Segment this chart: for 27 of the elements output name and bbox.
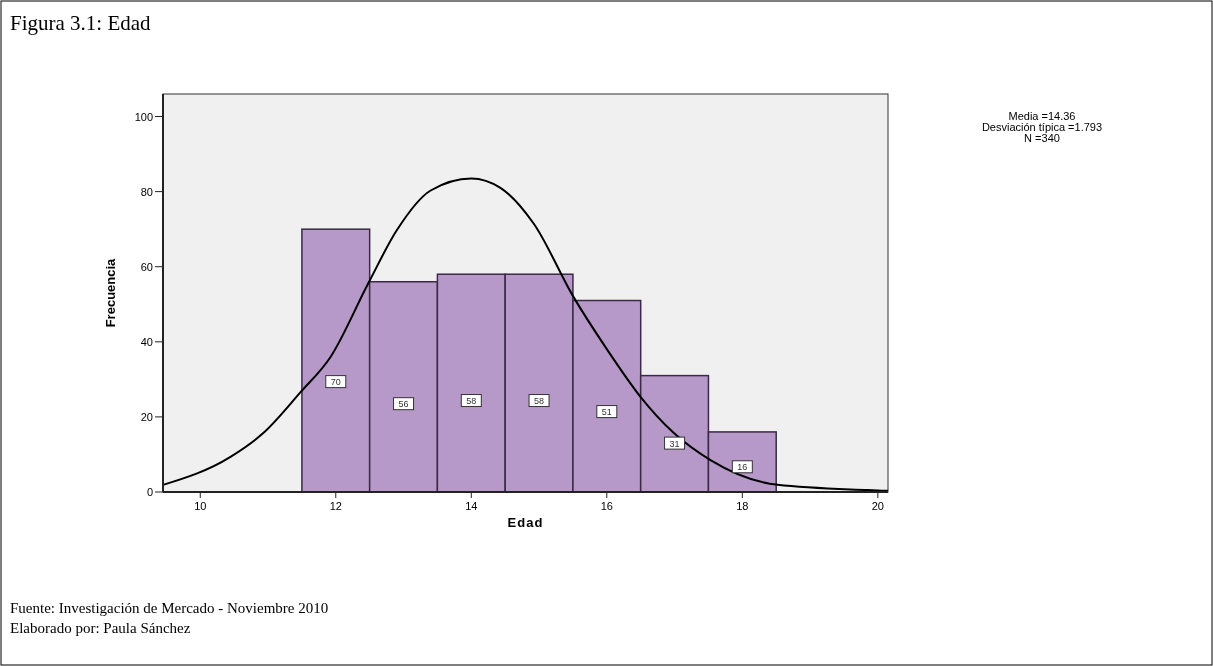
text: Media =14.36 [1008, 110, 1076, 122]
y-tick-label: 40 [140, 335, 153, 348]
chart-title: Figura 3.1: Edad [10, 11, 152, 35]
x-tick-label: 20 [871, 500, 884, 512]
x-tick-label: 10 [194, 500, 207, 512]
data-label: 70 [330, 377, 341, 388]
data-label: 51 [601, 407, 612, 418]
y-tick-label: 60 [140, 260, 153, 273]
source-note: Fuente: Investigación de Mercado - Noviembre 2010 [10, 600, 329, 616]
y-tick-label: 20 [140, 410, 153, 423]
data-label: 56 [398, 399, 409, 410]
y-tick-label: 100 [134, 110, 153, 123]
y-tick-label: 80 [140, 185, 153, 198]
y-tick-label: 0 [146, 486, 153, 498]
x-axis-title: Edad [507, 515, 544, 530]
y-axis-title: Frecuencia [103, 257, 118, 328]
data-label: 58 [466, 396, 477, 407]
x-tick-label: 12 [329, 500, 342, 512]
x-tick-label: 14 [465, 500, 478, 512]
data-label: 58 [534, 396, 545, 407]
data-label: 31 [669, 438, 680, 449]
text: Elaborado por: Paula Sánchez [10, 620, 191, 636]
text: N =340 [1024, 132, 1060, 144]
text: Desviación típica =1.793 [981, 121, 1103, 133]
data-label: 16 [737, 462, 748, 473]
x-tick-label: 18 [736, 500, 749, 512]
x-tick-label: 16 [600, 500, 613, 512]
